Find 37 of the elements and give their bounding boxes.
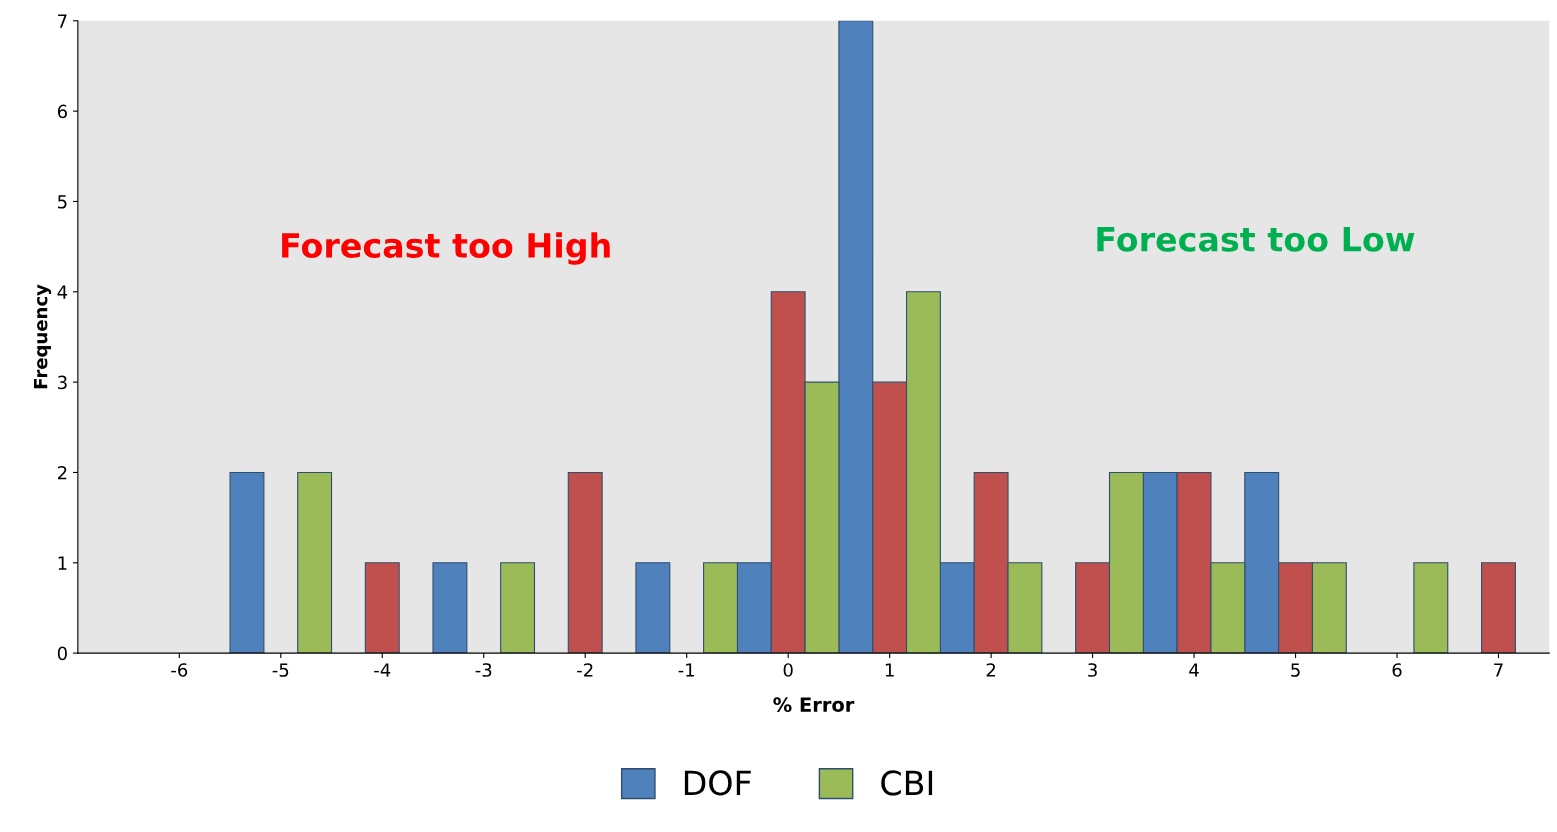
x-tick-label: 6 <box>1392 663 1402 677</box>
x-tick-label: 3 <box>1088 663 1097 677</box>
y-tick-label: 7 <box>58 14 67 28</box>
annotation: Forecast too High <box>282 232 610 265</box>
bar <box>229 471 265 654</box>
x-tick-label: 0 <box>783 663 793 677</box>
x-tick-label: -4 <box>374 663 391 677</box>
x-tick-label: 5 <box>1291 663 1300 677</box>
bar <box>1481 562 1516 654</box>
y-tick-label: 2 <box>57 465 67 480</box>
annotation: Forecast too Low <box>1097 227 1415 252</box>
y-tick-label: 0 <box>57 646 67 661</box>
bar <box>297 471 333 654</box>
x-tick-label: 1 <box>885 663 894 677</box>
y-tick-label: 1 <box>58 556 67 570</box>
bar <box>500 562 536 654</box>
bar <box>432 562 468 654</box>
x-tick-label: 4 <box>1189 663 1199 677</box>
bar <box>1413 562 1449 654</box>
x-tick-label: 7 <box>1494 663 1503 677</box>
y-tick-label: 4 <box>57 285 68 299</box>
y-tick-label: 3 <box>58 375 67 390</box>
x-tick-label: -1 <box>678 663 695 677</box>
bar <box>635 562 671 654</box>
x-tick-label: -5 <box>272 663 289 677</box>
x-tick-label: -3 <box>475 663 492 677</box>
x-tick-label: -2 <box>577 663 593 677</box>
bar <box>364 562 400 654</box>
x-axis-title: % Error <box>773 697 855 713</box>
y-tick-label: 5 <box>58 195 67 209</box>
bar <box>567 471 603 654</box>
x-tick-label: 2 <box>986 663 996 677</box>
x-tick-label: -6 <box>171 663 188 677</box>
y-axis-title: Frequency <box>34 284 52 389</box>
y-tick-label: 6 <box>57 104 67 119</box>
legend-label: CBI <box>881 770 933 796</box>
legend-label: DOF <box>684 770 751 796</box>
